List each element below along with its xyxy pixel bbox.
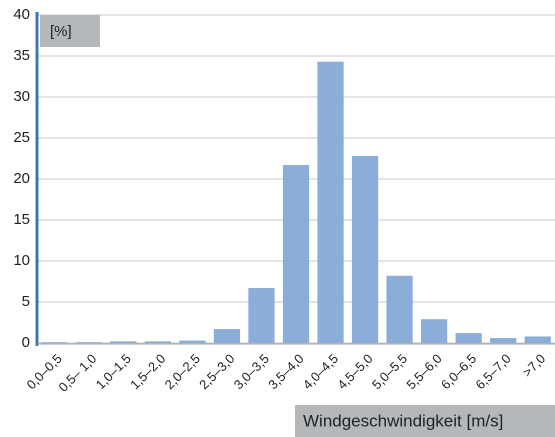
y-axis-label: [%] bbox=[50, 23, 72, 40]
y-tick-label: 20 bbox=[13, 170, 30, 187]
y-tick-label: 40 bbox=[13, 6, 30, 23]
y-tick-label: 15 bbox=[13, 211, 30, 228]
bar bbox=[41, 342, 68, 343]
bar bbox=[75, 342, 102, 343]
bar bbox=[282, 165, 310, 343]
x-label-box bbox=[295, 405, 555, 437]
bar bbox=[524, 336, 551, 343]
bar bbox=[179, 340, 206, 343]
bar bbox=[421, 319, 448, 343]
y-label-box bbox=[40, 15, 100, 47]
bar bbox=[386, 275, 413, 343]
y-tick-label: 10 bbox=[13, 252, 30, 269]
bar bbox=[213, 329, 241, 343]
x-axis-label: Windgeschwindigkeit [m/s] bbox=[303, 411, 503, 430]
y-tick-label: 25 bbox=[13, 129, 30, 146]
y-tick-label: 5 bbox=[22, 293, 30, 310]
bar bbox=[351, 156, 379, 343]
bar bbox=[144, 341, 171, 343]
bar bbox=[490, 338, 517, 343]
y-tick-label: 0 bbox=[22, 334, 30, 351]
y-tick-label: 30 bbox=[13, 88, 30, 105]
y-tick-label: 35 bbox=[13, 47, 30, 64]
bar bbox=[317, 61, 344, 344]
bar bbox=[110, 341, 137, 343]
bar bbox=[248, 288, 275, 343]
bar bbox=[455, 333, 482, 343]
